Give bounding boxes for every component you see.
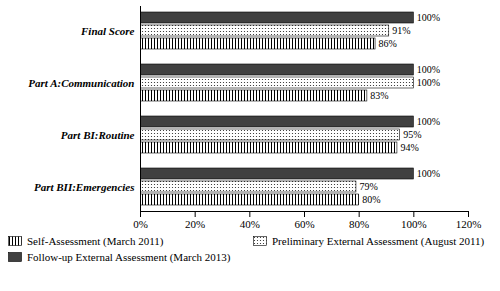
svg-text:80%: 80% <box>349 218 369 230</box>
svg-text:40%: 40% <box>240 218 260 230</box>
svg-text:Part BI:Routine: Part BI:Routine <box>61 129 135 141</box>
svg-text:94%: 94% <box>400 142 418 153</box>
svg-text:100%: 100% <box>417 116 440 127</box>
svg-text:100%: 100% <box>401 218 427 230</box>
svg-text:95%: 95% <box>403 129 421 140</box>
svg-text:91%: 91% <box>392 25 410 36</box>
svg-text:120%: 120% <box>456 218 482 230</box>
svg-text:83%: 83% <box>370 90 388 101</box>
svg-text:100%: 100% <box>417 168 440 179</box>
svg-text:60%: 60% <box>294 218 314 230</box>
html-text:Follow-up External Assessment: Follow-up External Assessment (March 201… <box>27 251 231 263</box>
svg-text:100%: 100% <box>417 12 440 23</box>
svg-text:86%: 86% <box>379 38 397 49</box>
html-text:Self-Assessment (March 2011): Self-Assessment (March 2011) <box>27 235 164 247</box>
html-text:Preliminary External Assessmen: Preliminary External Assessment (August … <box>272 235 485 247</box>
svg-text:79%: 79% <box>359 181 377 192</box>
svg-text:0%: 0% <box>133 218 148 230</box>
svg-text:100%: 100% <box>417 64 440 75</box>
svg-text:Final Score: Final Score <box>80 25 135 37</box>
svg-text:100%: 100% <box>417 77 440 88</box>
svg-text:20%: 20% <box>185 218 205 230</box>
svg-text:Part A:Communication: Part A:Communication <box>28 77 134 89</box>
svg-text:80%: 80% <box>362 194 380 205</box>
svg-text:Part BII:Emergencies: Part BII:Emergencies <box>34 181 135 193</box>
